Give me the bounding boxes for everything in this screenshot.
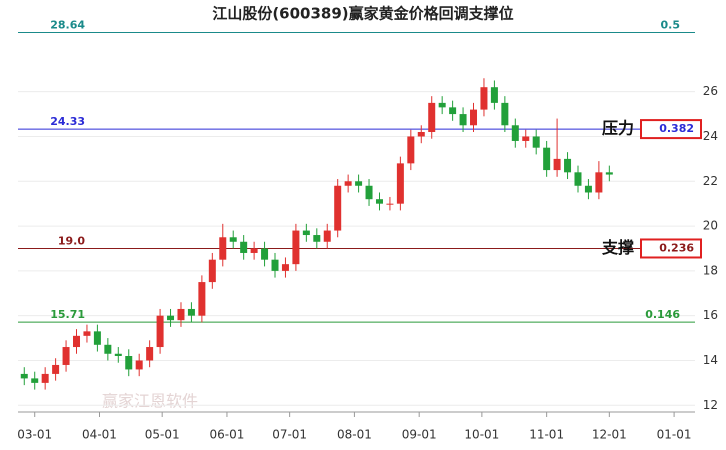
x-tick-label: 06-01 xyxy=(210,428,245,442)
candle-body xyxy=(459,114,467,126)
candle-body xyxy=(532,136,540,148)
y-tick-label: 26 xyxy=(703,84,718,98)
level-price: 24.33 xyxy=(50,115,85,128)
y-tick-label: 20 xyxy=(703,219,718,233)
candle-body xyxy=(114,353,122,356)
level-price: 19.0 xyxy=(58,234,85,247)
level-box xyxy=(640,238,702,259)
candle-body xyxy=(396,163,404,204)
candle-body xyxy=(292,230,300,265)
candle-body xyxy=(208,259,216,283)
candle-body xyxy=(20,373,28,379)
y-tick-label: 14 xyxy=(703,353,718,367)
candle-body xyxy=(501,102,509,126)
x-tick-label: 04-01 xyxy=(82,428,117,442)
candle-body xyxy=(52,364,60,374)
x-tick-label: 10-01 xyxy=(464,428,499,442)
candle-body xyxy=(355,181,363,186)
level-box xyxy=(640,119,702,140)
candle-body xyxy=(417,132,425,137)
candle-body xyxy=(73,335,81,348)
candle-body xyxy=(428,102,436,132)
candle-body xyxy=(146,347,154,361)
candle-body xyxy=(564,158,572,173)
candle-body xyxy=(93,331,101,345)
x-tick-label: 08-01 xyxy=(337,428,372,442)
candle-body xyxy=(323,230,331,242)
x-tick-label: 12-01 xyxy=(592,428,627,442)
candle-body xyxy=(219,237,227,260)
watermark: 赢家江恩软件 xyxy=(102,392,198,411)
x-tick-label: 11-01 xyxy=(529,428,564,442)
candle-body xyxy=(375,199,383,204)
candle-body xyxy=(480,87,488,110)
candle-body xyxy=(135,360,143,370)
candle-body xyxy=(104,344,112,354)
candle-body xyxy=(125,356,133,370)
x-tick-label: 03-01 xyxy=(17,428,52,442)
x-tick-label: 07-01 xyxy=(272,428,307,442)
candle-body xyxy=(522,136,530,141)
level-ratio: 0.5 xyxy=(661,19,681,32)
y-tick-label: 24 xyxy=(703,129,718,143)
candle-body xyxy=(344,181,352,186)
candle-body xyxy=(198,282,206,316)
candle-body xyxy=(449,107,457,115)
level-tag: 压力 xyxy=(602,119,634,138)
level-ratio: 0.146 xyxy=(645,308,680,321)
level-ratio: 0.382 xyxy=(659,122,694,135)
y-tick-label: 12 xyxy=(703,398,718,412)
candle-body xyxy=(605,172,613,175)
candle-body xyxy=(386,203,394,205)
candle-body xyxy=(313,235,321,242)
candle-body xyxy=(365,185,373,200)
level-price: 28.64 xyxy=(50,19,85,32)
candle-body xyxy=(334,185,342,231)
x-tick-label: 09-01 xyxy=(402,428,437,442)
candle-body xyxy=(584,185,592,193)
candle-body xyxy=(595,172,603,193)
chart-title: 江山股份(600389)赢家黄金价格回调支撑位 xyxy=(212,5,513,23)
y-tick-label: 22 xyxy=(703,174,718,188)
candle-body xyxy=(553,158,561,171)
candle-body xyxy=(281,264,289,271)
candle-body xyxy=(167,315,175,321)
x-tick-label: 01-01 xyxy=(657,428,692,442)
candle-body xyxy=(543,147,551,171)
candle-body xyxy=(229,237,237,242)
candle-body xyxy=(177,308,185,321)
candle-body xyxy=(490,87,498,103)
candle-body xyxy=(187,308,195,316)
candle-body xyxy=(470,109,478,126)
candle-body xyxy=(62,347,70,365)
candle-body xyxy=(438,102,446,108)
candle-body xyxy=(511,125,519,141)
candle-body xyxy=(407,136,415,164)
candle-body xyxy=(261,248,269,260)
level-ratio: 0.236 xyxy=(659,241,694,254)
candle-body xyxy=(156,315,164,348)
y-tick-label: 16 xyxy=(703,308,718,322)
candle-body xyxy=(240,241,248,253)
candle-body xyxy=(250,248,258,253)
candle-body xyxy=(83,331,91,336)
candle-body xyxy=(302,230,310,236)
y-tick-label: 18 xyxy=(703,263,718,277)
candle-body xyxy=(574,172,582,186)
x-tick-label: 05-01 xyxy=(145,428,180,442)
level-price: 15.71 xyxy=(50,308,85,321)
candle-body xyxy=(41,373,49,383)
candle-body xyxy=(31,378,39,383)
level-tag: 支撑 xyxy=(601,238,634,257)
candle-body xyxy=(271,259,279,271)
